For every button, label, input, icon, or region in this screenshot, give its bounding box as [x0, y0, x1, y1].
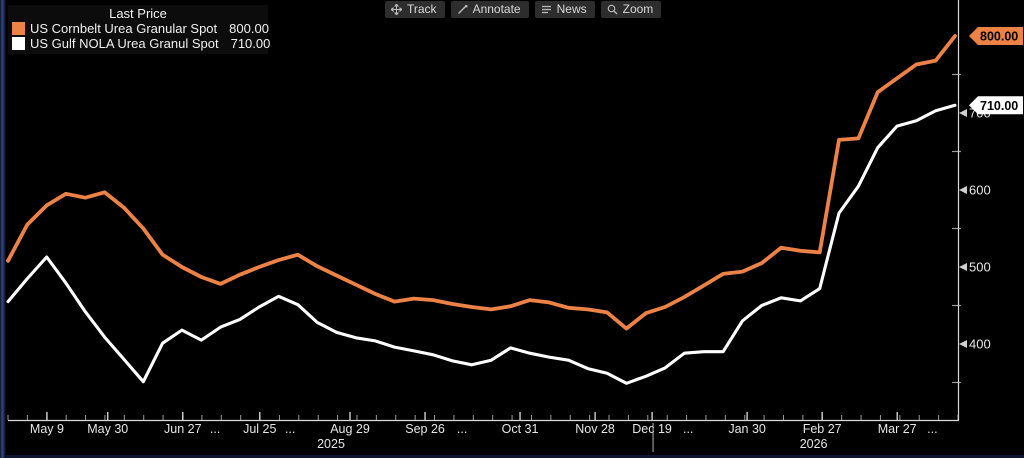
track-move-icon	[391, 3, 402, 15]
x-axis-date-label: Jan 30	[728, 422, 766, 436]
news-button[interactable]: News	[534, 1, 595, 18]
legend-item-nola[interactable]: US Gulf NOLA Urea Granul Spot 710.00	[12, 36, 270, 51]
last-price-badge	[969, 27, 1023, 45]
zoom-button[interactable]: Zoom	[600, 1, 662, 18]
legend: Last Price US Cornbelt Urea Granular Spo…	[8, 5, 270, 54]
annotate-button-label: Annotate	[472, 2, 521, 16]
x-axis-date-label: Oct 31	[502, 422, 539, 436]
zoom-button-label: Zoom	[622, 2, 654, 16]
legend-item-cornbelt[interactable]: US Cornbelt Urea Granular Spot 800.00	[12, 21, 269, 36]
y-axis-major-tick-arrow	[959, 186, 967, 194]
series-swatch-nola	[12, 37, 25, 50]
x-axis-date-label: ...	[285, 422, 295, 436]
y-axis-tick-label: 400	[969, 337, 991, 352]
y-axis-tick-label: 500	[969, 260, 991, 275]
x-axis-date-label: Feb 27	[803, 422, 842, 436]
y-axis-major-tick-arrow	[959, 109, 967, 117]
x-axis-date-label: Nov 28	[575, 422, 615, 436]
window-left-border	[0, 0, 6, 458]
y-axis-major-tick-arrow	[959, 263, 967, 271]
news-button-label: News	[556, 2, 587, 16]
x-axis-date-label: Aug 29	[330, 422, 370, 436]
x-axis-date-label: May 30	[87, 422, 128, 436]
last-price-badge	[969, 96, 1023, 115]
last-price-badge-value: 800.00	[980, 30, 1018, 44]
zoom-magnifier-icon	[607, 4, 618, 14]
x-axis-date-label: ...	[683, 422, 693, 436]
annotate-button[interactable]: Annotate	[450, 1, 529, 18]
x-axis-date-label: Jul 25	[243, 422, 276, 436]
chart-toolbar: Track Annotate News Zoom	[385, 1, 662, 18]
x-axis-year-label: 2025	[317, 437, 345, 451]
x-axis-year-label: 2026	[800, 437, 828, 451]
series-last-price: 800.00	[229, 21, 269, 36]
x-axis-date-label: Jun 27	[164, 422, 202, 436]
x-axis-date-label: ...	[210, 422, 220, 436]
x-axis-date-label: ...	[927, 422, 937, 436]
annotate-line-icon	[457, 4, 467, 14]
last-price-badge-value: 710.00	[980, 99, 1018, 113]
series-name: US Cornbelt Urea Granular Spot	[30, 21, 218, 36]
x-axis-date-label: Sep 26	[405, 422, 445, 436]
y-axis-tick-label: 600	[969, 183, 991, 198]
series-name: US Gulf NOLA Urea Granul Spot	[30, 36, 219, 51]
series-line-cornbelt	[6, 34, 957, 331]
x-axis-date-label: Dec 19	[632, 422, 672, 436]
track-button[interactable]: Track	[385, 1, 445, 18]
x-axis-date-label: ...	[457, 422, 467, 436]
series-swatch-cornbelt	[12, 22, 25, 35]
x-axis-date-label: Mar 27	[878, 422, 917, 436]
news-lines-icon	[541, 5, 551, 13]
series-last-price: 710.00	[230, 36, 271, 51]
window-bottom-border	[0, 455, 1024, 458]
legend-title: Last Price	[109, 6, 167, 21]
track-button-label: Track	[407, 2, 437, 16]
series-line-nola	[6, 103, 957, 385]
x-axis-date-label: May 9	[30, 422, 64, 436]
y-axis-major-tick-arrow	[959, 340, 967, 348]
